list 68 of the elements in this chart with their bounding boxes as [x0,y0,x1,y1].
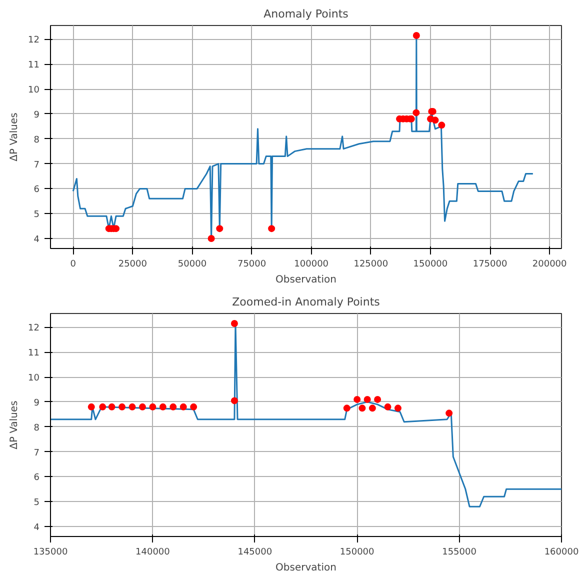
x-tick-label: 150000 [340,548,375,558]
point [108,403,116,410]
chart-title: Zoomed-in Anomaly Points [232,296,380,308]
point [364,396,371,403]
y-tick-label: 7 [34,448,40,458]
point [268,225,276,232]
point [394,404,402,412]
point [374,396,382,403]
x-axis-title: Observation [276,562,336,574]
y-tick-label: 6 [34,473,40,484]
y-tick-label: 10 [28,86,40,96]
x-tick-label: 155000 [442,548,477,558]
y-tick-label: 6 [34,185,40,196]
y-tick-label: 5 [34,210,40,220]
y-tick-label: 9 [34,110,40,120]
y-axis-title: ΔP Values [9,112,20,162]
y-tick-label: 12 [28,36,40,46]
point [180,403,187,410]
point [358,404,366,412]
point [343,404,350,412]
y-tick-label: 8 [34,135,40,146]
x-tick-label: 100000 [294,260,329,270]
x-tick-label: 175000 [472,260,508,270]
point [208,235,215,242]
x-tick-label: 200000 [532,260,568,270]
x-tick-label: 145000 [238,548,272,558]
point [149,403,156,410]
x-tick-label: 25000 [118,260,148,270]
point [118,403,126,410]
point [128,403,136,410]
point [138,403,146,410]
y-axis-title: ΔP Values [9,400,20,450]
point [384,403,392,410]
point [190,403,198,410]
y-tick-label: 10 [28,374,40,384]
point [438,122,446,129]
point [368,404,376,412]
x-tick-label: 125000 [354,260,388,270]
y-tick-label: 8 [34,423,40,434]
point [159,403,166,410]
y-tick-label: 4 [34,235,40,246]
point [446,410,453,417]
x-tick-label: 150000 [413,260,448,270]
y-tick-label: 12 [28,324,40,334]
point [412,109,420,116]
y-tick-label: 7 [34,160,40,170]
x-tick-label: 0 [70,260,76,270]
x-axis-title: Observation [276,274,336,286]
point [230,320,238,327]
point [170,403,177,410]
y-tick-label: 11 [28,348,40,359]
point [88,403,95,410]
point [354,396,361,403]
x-tick-label: 140000 [136,548,170,558]
point [216,225,224,232]
x-tick-label: 75000 [237,260,266,270]
point [432,116,439,124]
point [412,32,420,39]
point [230,397,238,404]
y-tick-label: 4 [34,523,40,534]
y-tick-label: 5 [34,498,40,508]
x-tick-label: 135000 [33,548,68,558]
x-tick-label: 160000 [544,548,579,558]
chart-title: Anomaly Points [264,8,349,20]
y-tick-label: 11 [28,60,40,71]
point [99,403,106,410]
x-tick-label: 50000 [178,260,207,270]
y-tick-label: 9 [34,398,40,408]
